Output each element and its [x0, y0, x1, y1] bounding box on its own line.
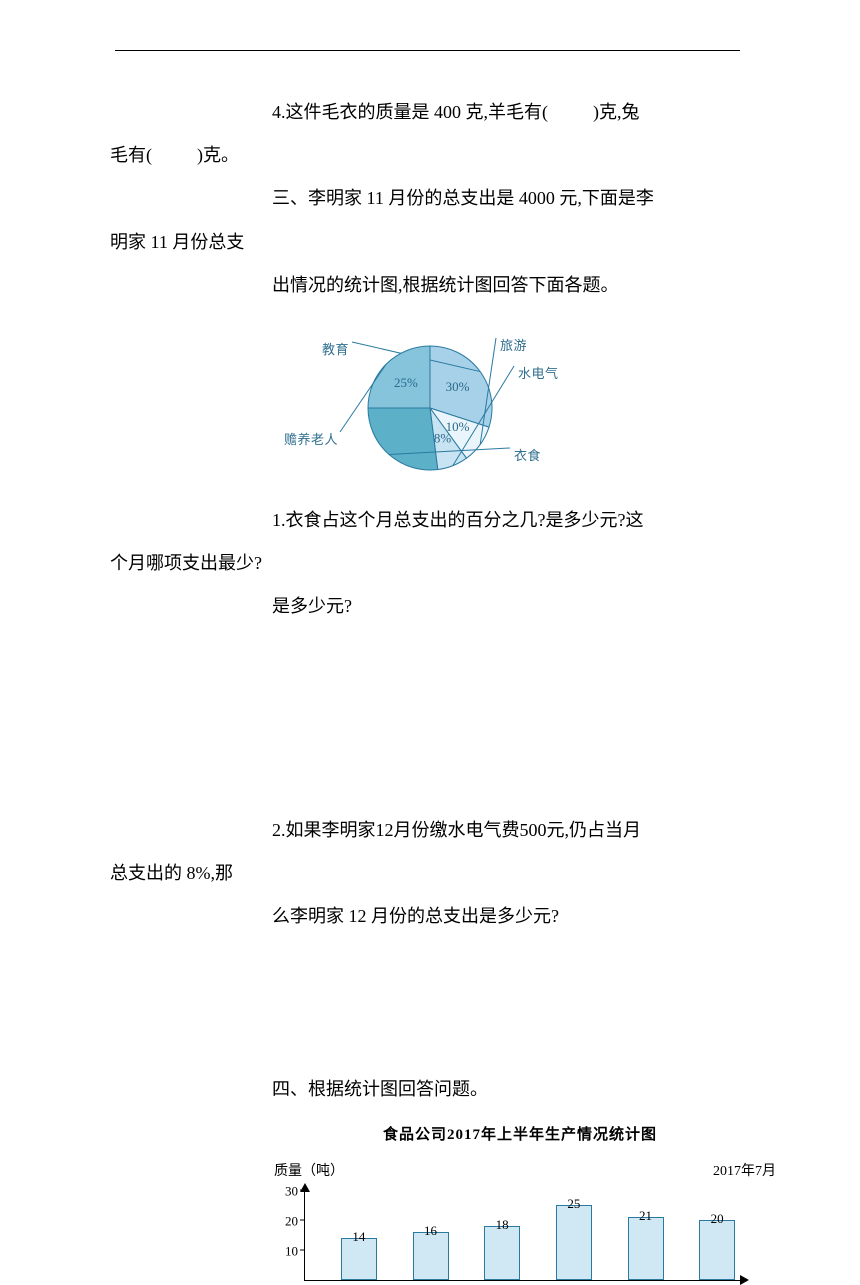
bar-plot: 14 16 18 25 21 20	[304, 1191, 740, 1281]
pie-chart: 30%10%8%25% 教育旅游水电气衣食赡养老人	[295, 313, 565, 493]
bar-title: 食品公司2017年上半年生产情况统计图	[260, 1117, 780, 1153]
q4-section-title: 四、根据统计图回答问题。	[110, 1068, 750, 1111]
bar: 25	[556, 1205, 592, 1280]
y-arrow-icon	[300, 1183, 310, 1192]
y-tick-label: 10	[285, 1235, 298, 1266]
y-tick-label: 20	[285, 1205, 298, 1236]
y-tick-label: 30	[285, 1175, 298, 1206]
pie-pct: 30%	[446, 379, 470, 394]
q4-cont-b: )克。	[197, 145, 239, 165]
x-arrow-icon	[740, 1275, 749, 1285]
bar: 16	[413, 1232, 449, 1280]
spacer-1	[110, 629, 750, 809]
pie-pct: 8%	[434, 431, 452, 446]
bar: 20	[699, 1220, 735, 1280]
q3s2-l1: 2.如果李明家12月份缴水电气费500元,仍占当月	[110, 809, 750, 852]
bar-value-label: 18	[496, 1209, 509, 1240]
q3-intro-l1: 三、李明家 11 月份的总支出是 4000 元,下面是李	[110, 177, 750, 220]
pie-label: 旅游	[500, 330, 527, 361]
spacer-2	[110, 938, 750, 1068]
y-axis: 102030	[268, 1191, 304, 1281]
bar-value-label: 14	[352, 1221, 365, 1252]
pie-label: 教育	[322, 334, 349, 365]
q3-intro-l2: 出情况的统计图,根据统计图回答下面各题。	[110, 264, 750, 307]
bar-date: 2017年7月	[713, 1155, 776, 1189]
bar: 18	[484, 1226, 520, 1280]
q3s2-l1-cont: 总支出的 8%,那	[110, 852, 750, 895]
bar-value-label: 16	[424, 1215, 437, 1246]
q3s1-l2: 是多少元?	[110, 585, 750, 628]
q4-text-a: 4.这件毛衣的质量是 400 克,羊毛有(	[272, 102, 548, 122]
bar-subrow: 质量（吨） 2017年7月	[260, 1155, 780, 1189]
header-rule	[115, 50, 740, 51]
q4-line1: 4.这件毛衣的质量是 400 克,羊毛有( )克,兔	[110, 91, 750, 134]
q3s2-l2: 么李明家 12 月份的总支出是多少元?	[110, 895, 750, 938]
bar-plot-area: 102030 141618252120	[304, 1191, 740, 1281]
pie-slice	[368, 408, 438, 470]
bar-chart: 食品公司2017年上半年生产情况统计图 质量（吨） 2017年7月 102030…	[260, 1117, 780, 1281]
bar-value-label: 21	[639, 1200, 652, 1231]
pie-label: 水电气	[518, 358, 559, 389]
pie-label: 赡养老人	[284, 424, 338, 455]
q3s1-l1: 1.衣食占这个月总支出的百分之几?是多少元?这	[110, 499, 750, 542]
bar-value-label: 20	[711, 1203, 724, 1234]
bar-value-label: 25	[567, 1188, 580, 1219]
q4-text-b: )克,兔	[593, 102, 640, 122]
q3-intro-l1-cont: 明家 11 月份总支	[110, 221, 750, 264]
q3s1-l1-cont: 个月哪项支出最少?	[110, 542, 750, 585]
q4-line2: 毛有( )克。	[110, 134, 750, 177]
pie-label: 衣食	[514, 440, 541, 471]
q4-cont-a: 毛有(	[110, 145, 152, 165]
bar: 21	[628, 1217, 664, 1280]
pie-pct: 25%	[394, 375, 418, 390]
bar: 14	[341, 1238, 377, 1280]
